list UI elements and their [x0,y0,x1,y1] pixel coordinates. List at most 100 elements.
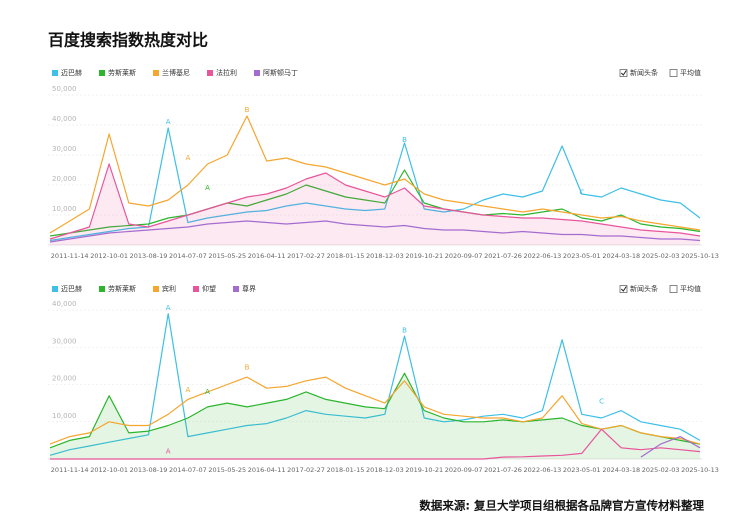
y-tick-label: 30,000 [52,145,77,153]
legend-swatch [99,286,105,292]
legend-swatch [233,286,239,292]
y-tick-label: 10,000 [52,412,77,420]
legend-swatch [207,70,213,76]
legend-label: 尊界 [242,284,256,293]
x-tick-label: 2015-05-25 [208,252,246,260]
x-tick-label: 2013-08-19 [130,466,168,474]
legend-label: 劳斯莱斯 [108,284,136,293]
x-tick-label: 2015-05-25 [208,466,246,474]
series-line [49,163,701,240]
series-line [49,376,701,445]
series-line [50,428,701,460]
checkbox[interactable] [669,69,678,77]
x-tick-label: 2016-04-11 [248,466,286,474]
x-tick-label: 2012-10-01 [90,252,128,260]
x-tick-label: 2020-09-07 [445,466,483,474]
x-tick-label: 2025-10-13 [681,466,719,474]
x-tick-label: 2021-07-26 [484,466,522,474]
y-tick-label: 20,000 [52,175,77,183]
x-tick-label: 2014-07-07 [169,252,207,260]
toggle-label[interactable]: 平均值 [680,284,701,293]
news-marker: A [166,118,171,126]
x-tick-label: 2020-09-07 [445,252,483,260]
series-line [640,436,701,458]
news-marker: A [166,304,171,312]
x-tick-label: 2023-05-01 [563,466,601,474]
legend-swatch [193,286,199,292]
news-marker: B [402,326,407,334]
x-tick-label: 2013-08-19 [130,252,168,260]
x-tick-label: 2012-10-01 [90,466,128,474]
x-tick-label: 2018-12-03 [366,466,404,474]
legend-label: 宾利 [162,284,176,293]
news-marker: C [599,397,604,405]
series-line [49,313,701,456]
news-marker: A [185,154,190,162]
x-tick-label: 2018-12-03 [366,252,404,260]
x-tick-label: 2018-01-15 [327,252,365,260]
news-marker: A [205,184,210,192]
legend-label: 迈巴赫 [61,69,82,77]
x-tick-label: 2023-05-01 [563,252,601,260]
checkbox[interactable] [669,285,678,293]
x-tick-label: 2016-04-11 [248,252,286,260]
y-tick-label: 10,000 [52,205,77,213]
news-marker: B [245,106,250,114]
x-tick-label: 2022-06-13 [524,252,562,260]
x-tick-label: 2022-06-13 [524,466,562,474]
legend-swatch [153,70,159,76]
legend-label: 阿斯顿马丁 [263,68,298,77]
x-tick-label: 2021-07-26 [484,252,522,260]
series-line [49,169,701,237]
x-tick-label: 2011-11-14 [51,252,89,260]
x-tick-label: 2024-03-18 [602,466,640,474]
checkbox-check [620,286,627,292]
legend-swatch [52,70,58,76]
x-tick-label: 2025-10-13 [681,252,719,260]
series-line [49,220,701,243]
y-tick-label: 30,000 [52,337,77,345]
x-tick-label: 2017-02-27 [287,252,325,260]
source-note: 数据来源: 复旦大学项目组根据各品牌官方宣传材料整理 [419,499,704,513]
legend-label: 劳斯莱斯 [108,68,136,77]
y-tick-label: 50,000 [52,85,77,93]
x-tick-label: 2019-10-21 [405,252,443,260]
checkbox[interactable] [619,69,628,77]
series-area [50,164,700,245]
x-tick-label: 2024-03-18 [602,252,640,260]
toggle-label[interactable]: 新闻头条 [630,68,658,77]
legend-swatch [99,70,105,76]
series-line [49,127,701,242]
legend-swatch [254,70,260,76]
y-tick-label: 20,000 [52,375,77,383]
x-tick-label: 2018-01-15 [327,466,365,474]
x-tick-label: 2017-02-27 [287,466,325,474]
news-marker: A [185,386,190,394]
legend-label: 法拉利 [216,68,237,77]
news-marker: B [245,364,250,372]
series-line [49,115,701,234]
toggle-label[interactable]: 新闻头条 [630,284,658,293]
x-tick-label: 2014-07-07 [169,466,207,474]
legend-label: 兰博基尼 [162,68,190,77]
news-marker: C [579,189,584,197]
y-tick-label: 40,000 [52,300,77,308]
y-tick-label: 40,000 [52,115,77,123]
x-tick-label: 2025-02-03 [642,252,680,260]
legend-swatch [153,286,159,292]
x-tick-label: 2019-10-21 [405,466,443,474]
toggle-label[interactable]: 平均值 [680,68,701,77]
legend-label: 仰望 [202,284,216,293]
x-tick-label: 2011-11-14 [51,466,89,474]
news-marker: A [205,388,210,396]
x-tick-label: 2025-02-03 [642,466,680,474]
page-title: 百度搜索指数热度对比 [48,31,208,50]
checkbox-check [620,70,627,76]
news-marker: A [166,448,171,456]
series-area [50,373,700,459]
news-marker: B [402,136,407,144]
series-line [49,372,701,449]
checkbox[interactable] [619,285,628,293]
legend-swatch [52,286,58,292]
